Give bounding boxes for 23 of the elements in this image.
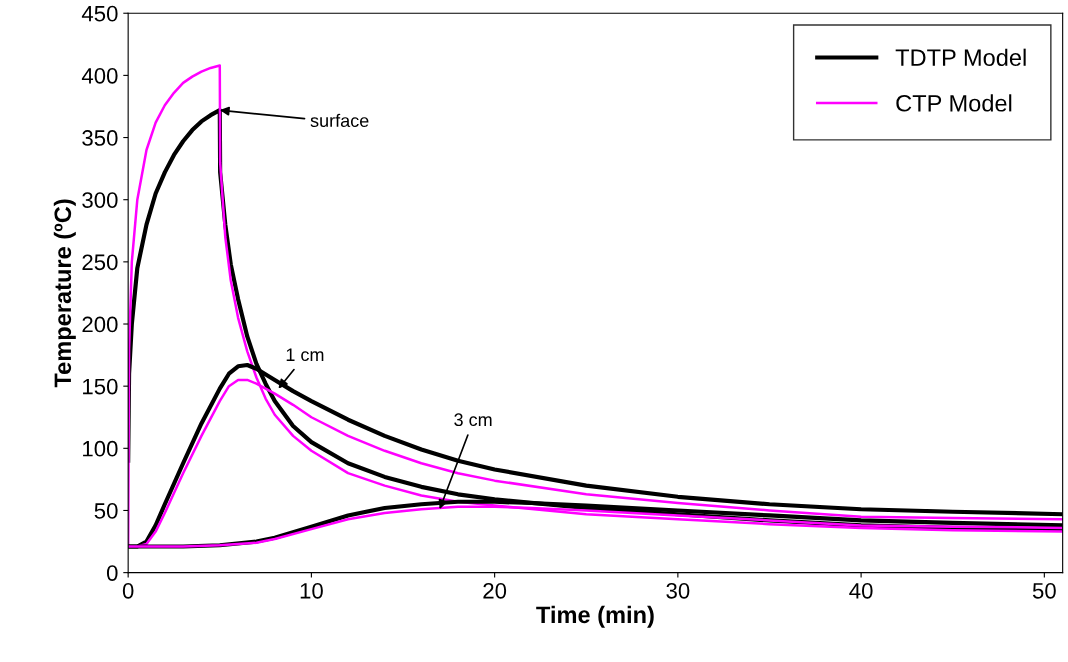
- x-axis-title: Time (min): [536, 605, 654, 628]
- x-tick-label: 10: [300, 582, 323, 599]
- annotation: surface: [310, 113, 369, 128]
- y-tick-label: 150: [83, 378, 118, 395]
- y-tick-label: 400: [81, 67, 118, 84]
- x-tick-label: 50: [1032, 582, 1056, 599]
- x-tick-label: 20: [483, 582, 507, 599]
- y-tick-label: 200: [82, 316, 118, 333]
- y-tick-label: 50: [94, 503, 118, 519]
- legend-label: TDTP Model: [895, 48, 1026, 66]
- x-tick-label: 40: [849, 582, 873, 599]
- annotation: 1 cm: [286, 348, 324, 362]
- y-tick-label: 300: [82, 192, 118, 208]
- y-tick-label: 250: [82, 254, 118, 271]
- x-tick-label: 30: [666, 582, 690, 599]
- x-tick-label: 0: [122, 582, 134, 599]
- y-tick-label: 450: [81, 5, 118, 22]
- y-tick-label: 100: [83, 440, 118, 457]
- y-tick-label: 350: [82, 130, 118, 146]
- y-tick-label: 0: [106, 565, 118, 581]
- y-axis-title: Temperature (ºC): [53, 199, 76, 388]
- legend-label: CTP Model: [896, 94, 1012, 112]
- annotation: 3 cm: [454, 413, 492, 427]
